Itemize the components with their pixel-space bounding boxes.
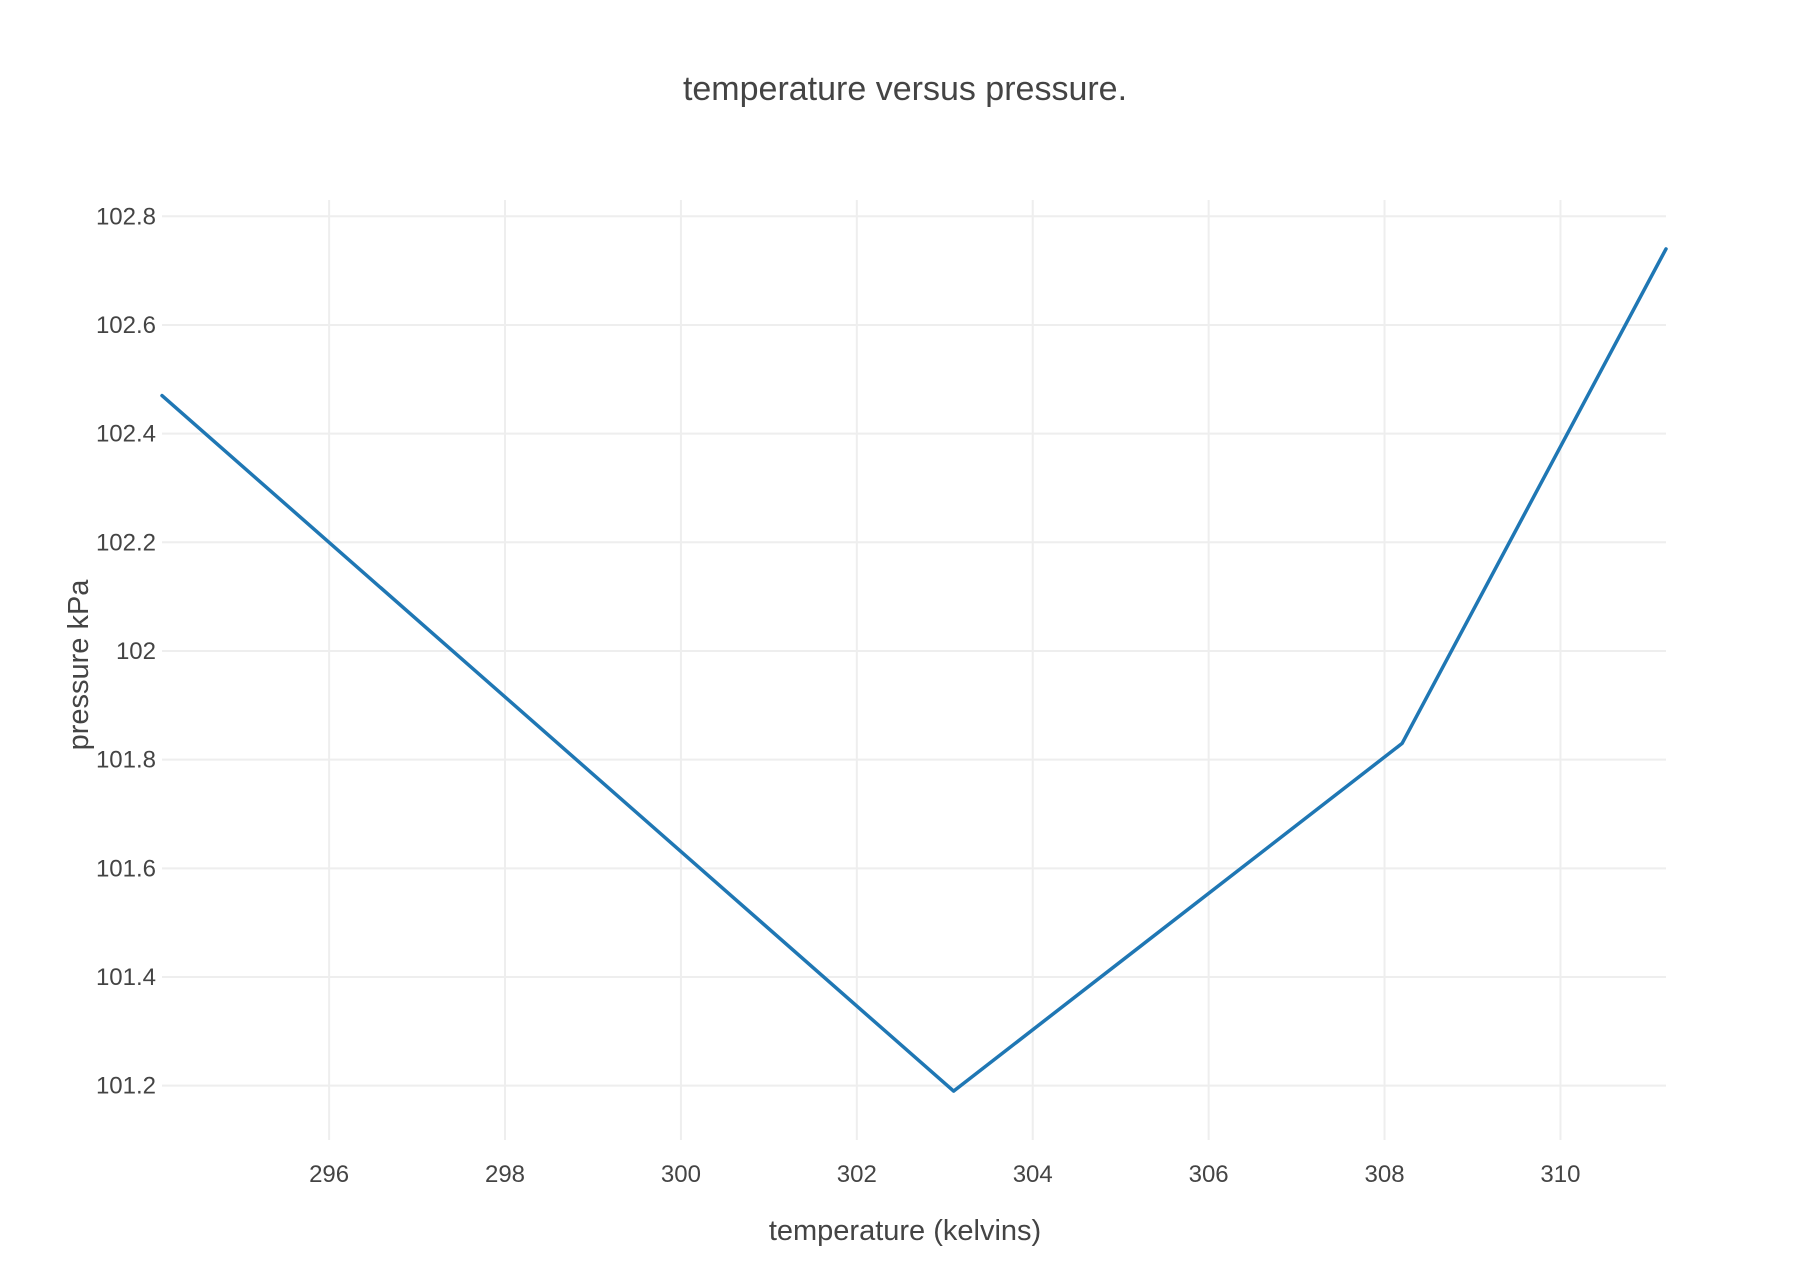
y-tick-label: 101.6 <box>96 855 156 882</box>
y-tick-label: 101.8 <box>96 747 156 774</box>
x-tick-label: 300 <box>661 1161 701 1188</box>
x-tick-label: 308 <box>1365 1161 1405 1188</box>
series-line <box>160 247 1668 1093</box>
x-axis-ticks: 296 298 300 302 304 306 308 310 <box>309 1161 1580 1188</box>
y-tick-label: 102.4 <box>96 421 156 448</box>
series-layer <box>160 247 1668 1093</box>
x-tick-label: 310 <box>1540 1161 1580 1188</box>
y-tick-label: 101.2 <box>96 1073 156 1100</box>
x-tick-label: 298 <box>485 1161 525 1188</box>
x-tick-label: 306 <box>1189 1161 1229 1188</box>
x-tick-label: 296 <box>309 1161 349 1188</box>
y-tick-label: 101.4 <box>96 964 156 991</box>
y-axis-ticks: 101.2 101.4 101.6 101.8 102 102.2 102.4 102.6 10… <box>96 203 156 1099</box>
y-gridlines <box>162 215 1666 1087</box>
x-gridlines <box>328 200 1562 1140</box>
y-tick-label: 102.8 <box>96 203 156 230</box>
x-axis-title: temperature (kelvins) <box>769 1215 1041 1247</box>
y-axis-title: pressure kPa <box>63 579 95 751</box>
y-tick-label: 102 <box>116 638 156 665</box>
x-tick-label: 302 <box>837 1161 877 1188</box>
chart-title: temperature versus pressure. <box>683 70 1127 108</box>
x-tick-label: 304 <box>1013 1161 1053 1188</box>
y-tick-label: 102.6 <box>96 312 156 339</box>
y-tick-label: 102.2 <box>96 529 156 556</box>
